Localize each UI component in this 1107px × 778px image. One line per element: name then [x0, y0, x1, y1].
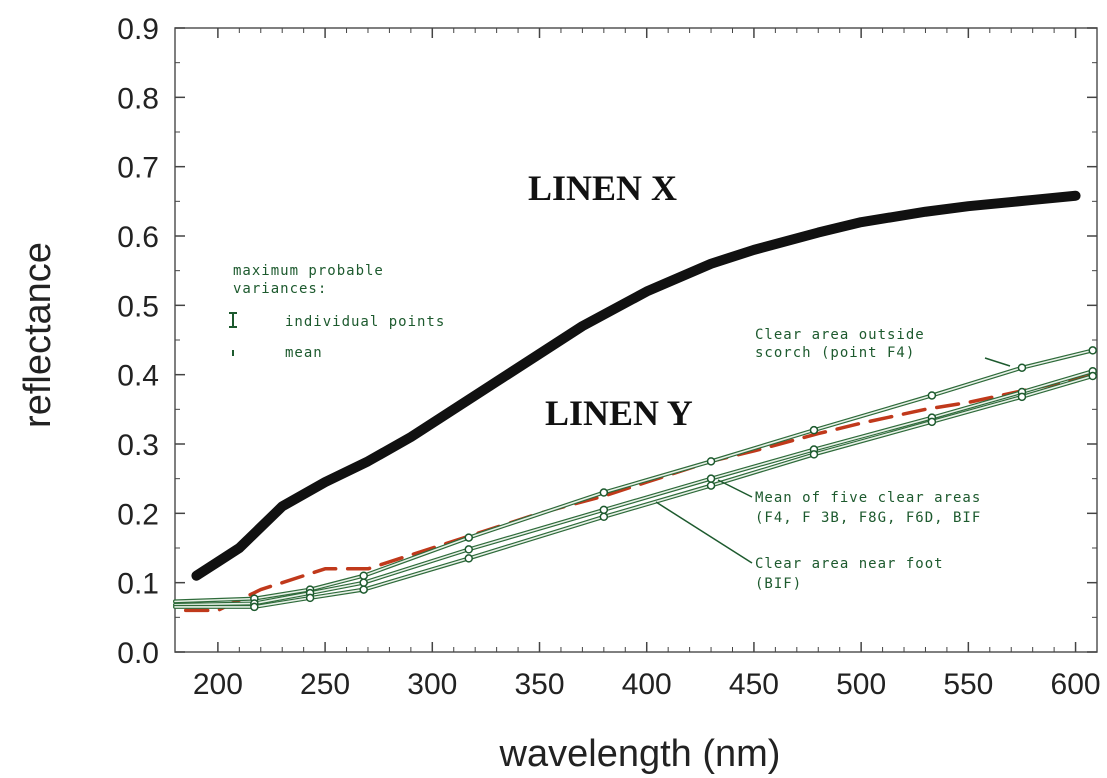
variance-title-line1: maximum probable	[233, 263, 384, 279]
plot-frame	[174, 27, 1098, 653]
y-tick-label: 0.7	[117, 152, 159, 185]
label-f4-line2: scorch (point F4)	[755, 345, 915, 361]
x-tick-label: 450	[729, 668, 779, 701]
data-point	[706, 481, 716, 490]
series-layer	[173, 190, 1099, 613]
y-tick-label: 0.4	[117, 360, 159, 393]
data-point	[927, 417, 937, 427]
data-point	[1088, 371, 1097, 381]
linen-y-label: LINEN Y	[545, 393, 693, 433]
variance-item-mean: mean	[285, 345, 323, 361]
individual-points-symbol-icon	[229, 312, 237, 328]
data-point	[1088, 346, 1097, 355]
label-f4-pointer	[984, 357, 1011, 367]
data-point	[809, 425, 819, 435]
data-point	[464, 554, 474, 563]
data-point	[464, 533, 474, 542]
data-point	[359, 585, 368, 594]
x-tick-label: 350	[514, 668, 564, 701]
data-point	[706, 457, 716, 466]
x-tick-label: 300	[407, 668, 457, 701]
label-mean-line1: Mean of five clear areas	[755, 490, 981, 506]
data-point	[250, 602, 259, 612]
data-point	[809, 450, 819, 459]
y-tick-label: 0.0	[117, 637, 159, 670]
label-mean-line2: (F4, F 3B, F8G, F6D, BIF	[755, 510, 981, 526]
linen-y-green-curve-2-core	[174, 349, 1094, 603]
linen-x-curve	[191, 190, 1081, 581]
label-f4-line1: Clear area outside	[755, 327, 925, 343]
variance-title-line2: variances:	[233, 281, 327, 297]
label-mean-pointer	[717, 479, 753, 498]
plot-border	[174, 27, 1098, 653]
linen-x-label: LINEN X	[528, 168, 677, 208]
y-tick-label: 0.5	[117, 290, 159, 323]
x-tick-label: 600	[1051, 668, 1101, 701]
data-point	[599, 505, 609, 515]
data-point	[359, 578, 368, 587]
x-axis-title: wavelength (nm)	[499, 733, 781, 775]
linen-y-dashed-curve	[183, 372, 1099, 613]
label-bif-line1: Clear area near foot	[755, 556, 944, 572]
data-point	[359, 571, 368, 580]
data-point	[1017, 363, 1027, 372]
x-tick-label: 500	[836, 668, 886, 701]
data-point	[927, 391, 937, 400]
x-tick-label: 550	[943, 668, 993, 701]
label-bif-line2: (BIF)	[755, 576, 802, 592]
data-point	[706, 474, 716, 483]
label-bif-pointer	[655, 501, 753, 564]
axis-ticks: 0.0 0.1 0.2 0.3 0.4 0.5 0.6 0.7 0.8 0.9 200 250 300 3…	[117, 13, 1100, 701]
variance-item-individual: individual points	[285, 314, 445, 330]
data-point	[1017, 392, 1027, 402]
x-tick-label: 200	[193, 668, 243, 701]
y-tick-label: 0.1	[117, 568, 159, 601]
y-tick-label: 0.3	[117, 429, 159, 462]
y-tick-label: 0.2	[117, 498, 159, 531]
x-tick-label: 250	[300, 668, 350, 701]
data-point	[305, 593, 315, 603]
data-point	[599, 512, 609, 522]
y-tick-label: 0.8	[117, 82, 159, 115]
y-axis-title: reflectance	[17, 242, 59, 428]
data-point	[464, 545, 474, 554]
y-tick-label: 0.6	[117, 221, 159, 254]
y-tick-label: 0.9	[117, 13, 159, 46]
x-tick-label: 400	[622, 668, 672, 701]
data-point	[599, 488, 609, 497]
